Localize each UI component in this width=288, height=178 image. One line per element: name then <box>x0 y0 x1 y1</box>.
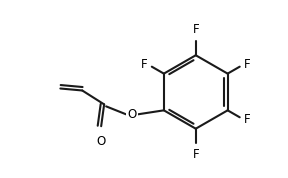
Text: F: F <box>192 23 199 36</box>
Text: F: F <box>192 148 199 161</box>
Text: O: O <box>127 108 137 121</box>
Text: F: F <box>141 58 147 71</box>
Text: O: O <box>96 135 106 148</box>
Text: F: F <box>244 113 251 126</box>
Text: F: F <box>244 58 251 71</box>
